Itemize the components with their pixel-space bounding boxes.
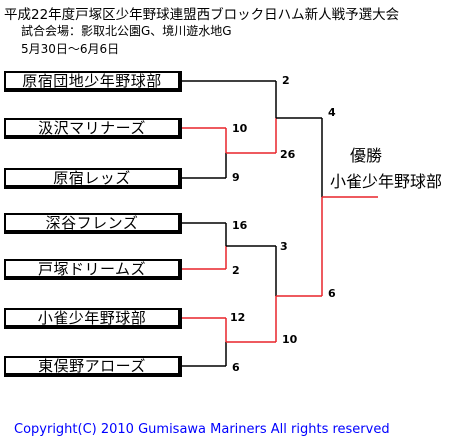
score-label: 2 <box>232 264 240 277</box>
team-box-higashimatano: 東俣野アローズ <box>4 356 182 377</box>
score-label: 4 <box>328 106 336 119</box>
score-label: 12 <box>230 311 246 324</box>
score-label: 6 <box>232 361 240 374</box>
dates-text: 5月30日～6月6日 <box>21 42 120 56</box>
score-label: 16 <box>232 219 248 232</box>
score-label: 6 <box>328 287 336 300</box>
team-box-totsuka: 戸塚ドリームズ <box>4 259 182 280</box>
champion-label: 優勝 <box>350 146 383 165</box>
page-title: 平成22年度戸塚区少年野球連盟西ブロック日ハム新人戦予選大会 <box>4 7 400 23</box>
team-box-fukaya: 深谷フレンズ <box>4 213 182 234</box>
venue-text: 試合会場：影取北公園G、境川遊水地G <box>21 24 232 38</box>
team-box-harajuku-reds: 原宿レッズ <box>4 168 182 189</box>
champion-team: 小雀少年野球部 <box>330 172 443 191</box>
copyright-text: Copyright(C) 2010 Gumisawa Mariners All … <box>14 422 390 437</box>
team-box-harajuku-danchi: 原宿団地少年野球部 <box>4 71 182 92</box>
score-label: 3 <box>280 240 288 253</box>
score-label: 2 <box>282 74 290 87</box>
team-box-gumisawa: 汲沢マリナーズ <box>4 118 182 139</box>
score-label: 26 <box>280 148 296 161</box>
score-label: 9 <box>232 171 240 184</box>
score-label: 10 <box>232 122 248 135</box>
score-label: 10 <box>282 333 298 346</box>
team-box-kosuzume: 小雀少年野球部 <box>4 308 182 329</box>
